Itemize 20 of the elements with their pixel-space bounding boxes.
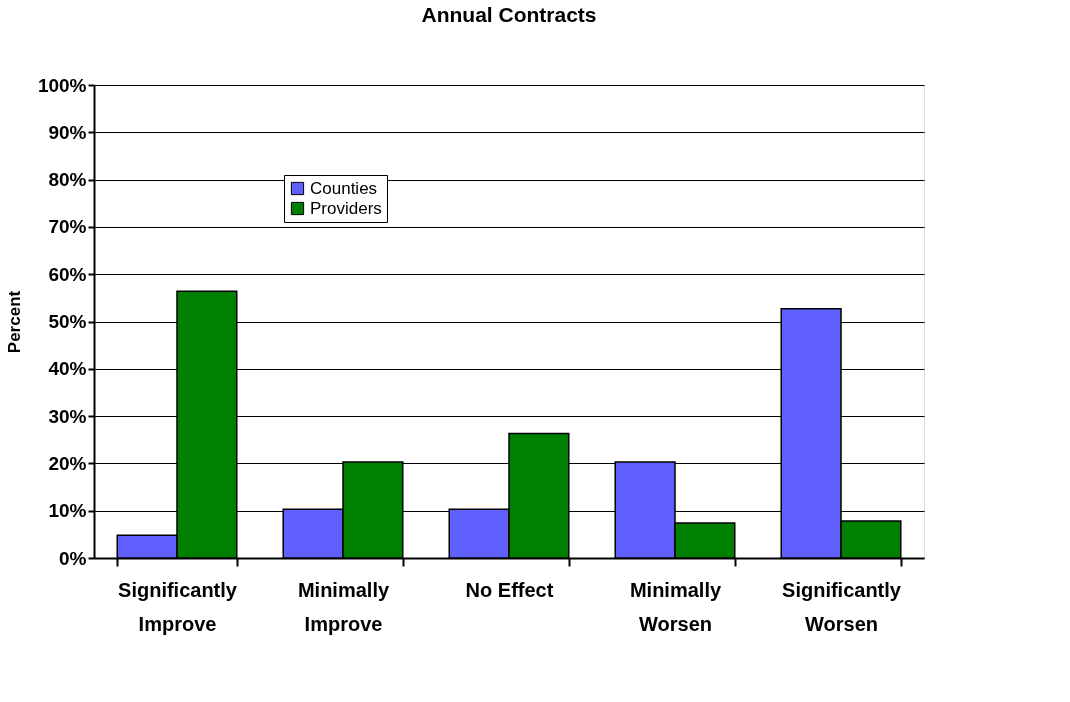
y-tick-label: 40% [48, 358, 87, 380]
y-tick-label: 100% [37, 74, 87, 96]
x-tick-label: Minimally Worsen [629, 578, 722, 635]
chart-title: Annual Contracts [421, 3, 597, 26]
x-tick-label: Significantly Improve [118, 578, 238, 635]
y-tick-label: 80% [48, 169, 87, 191]
y-tick-label: 0% [59, 547, 87, 569]
y-tick-label: 90% [48, 121, 87, 143]
y-tick-label: 70% [48, 216, 87, 238]
legend-label: Counties [310, 178, 378, 198]
y-tick-label: 50% [48, 311, 87, 332]
x-tick-label: Significantly Worsen [782, 578, 902, 635]
x-tick-label: No Effect [465, 578, 554, 601]
y-tick-label: 10% [48, 500, 87, 522]
y-axis-title: Percent [4, 290, 24, 354]
legend-label: Providers [310, 198, 382, 218]
y-tick-label: 30% [48, 405, 87, 427]
y-tick-label: 20% [48, 452, 87, 474]
x-tick-label: Minimally Improve [297, 578, 390, 635]
y-tick-label: 60% [48, 263, 87, 285]
